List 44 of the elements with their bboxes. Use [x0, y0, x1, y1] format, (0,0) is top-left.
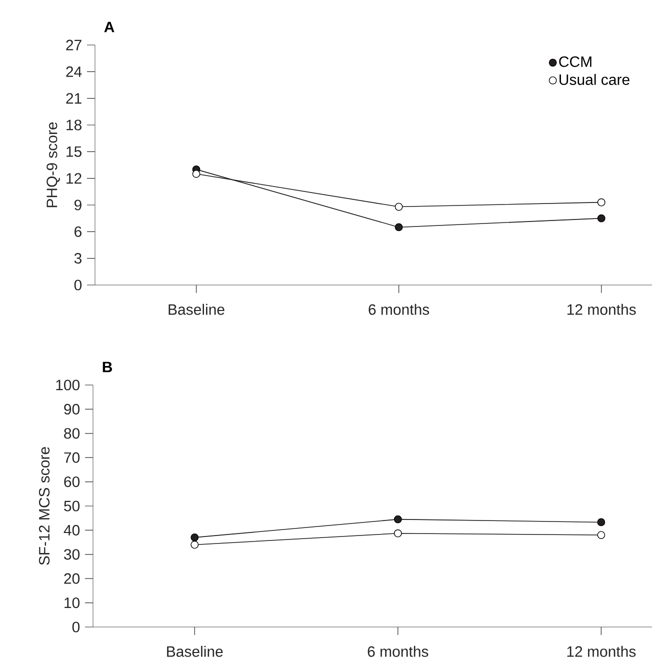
x-tick-label: 12 months — [567, 646, 636, 657]
y-tick-label: 50 — [64, 500, 80, 512]
y-tick-label: 60 — [64, 476, 80, 488]
y-tick-label: 9 — [74, 200, 82, 210]
y-axis-title: PHQ-9 score — [46, 122, 60, 208]
y-tick-label: 27 — [66, 40, 82, 50]
point — [597, 518, 606, 526]
y-tick-label: 100 — [56, 380, 80, 390]
y-tick-label: 70 — [64, 452, 80, 463]
y-tick-label: 10 — [64, 597, 80, 608]
y-tick-label: 6 — [74, 226, 82, 237]
point — [394, 515, 402, 524]
y-tick-label: 18 — [66, 120, 82, 130]
y-axis-title: SF-12 MCS score — [38, 447, 50, 565]
x-tick-label: Baseline — [168, 304, 224, 315]
point — [394, 529, 402, 538]
y-tick-label: 30 — [64, 549, 80, 560]
y-tick-label: 12 — [66, 173, 82, 184]
point — [394, 223, 403, 232]
x-tick-label: 6 months — [368, 304, 430, 315]
x-tick-label: Baseline — [167, 646, 223, 657]
legend-label: CCM — [559, 56, 592, 67]
chart-title: A — [104, 22, 114, 32]
y-tick-label: 21 — [66, 93, 82, 104]
point — [597, 531, 606, 539]
y-tick-label: 0 — [72, 622, 80, 632]
x-tick-label: 12 months — [567, 304, 636, 315]
y-tick-label: 40 — [64, 524, 80, 536]
point — [597, 214, 606, 222]
y-tick-label: 20 — [64, 573, 80, 584]
point — [192, 170, 200, 178]
y-tick-label: 90 — [64, 404, 80, 414]
y-tick-label: 15 — [66, 146, 82, 157]
point — [394, 202, 403, 211]
legend-label: Usual care — [559, 74, 630, 85]
x-tick-label: 6 months — [368, 646, 428, 657]
y-tick-label: 3 — [74, 253, 82, 264]
chart-title: B — [102, 362, 112, 372]
y-tick-label: 0 — [74, 280, 82, 290]
point — [190, 540, 198, 549]
y-tick-label: 24 — [66, 66, 82, 77]
y-tick-label: 80 — [64, 428, 80, 439]
point — [190, 534, 198, 542]
point — [597, 198, 606, 206]
